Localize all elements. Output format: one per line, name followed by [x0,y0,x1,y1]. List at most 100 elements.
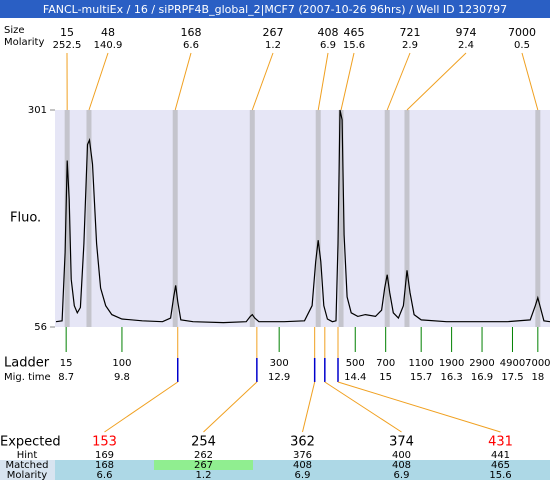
peak-molarity: 1.2 [265,40,281,51]
molarity-cell [154,470,253,480]
ladder-size: 500 [346,358,365,369]
table-hint: 400 [392,450,411,461]
table-row-label: Molarity [7,470,47,480]
table-expected: 254 [191,435,216,450]
table-row-label: Expected [0,435,61,450]
ladder-label: Ladder [4,356,50,371]
expected-connector [337,381,501,433]
peak-molarity: 6.6 [183,40,199,51]
peak-size: 168 [181,26,202,39]
peak-molarity: 6.9 [320,40,336,51]
ladder-size: 7000 [525,358,550,369]
peak-molarity: 2.4 [458,40,474,51]
ladder-time: 8.7 [58,372,74,383]
table-row-label: Matched [5,460,48,471]
table-matched: 408 [392,460,411,471]
ladder-time: 15.7 [410,372,432,383]
title-bar [0,0,550,18]
peak-connector [251,52,274,111]
peak-band [172,110,178,327]
table-matched: 408 [293,460,312,471]
expected-connector [302,381,316,433]
trace [55,109,550,324]
table-expected: 431 [488,435,513,450]
matched-cell [55,460,154,470]
y-tick-label: 301 [28,105,47,116]
peak-band [384,110,390,327]
peak-band [86,110,92,327]
peak-connector [340,52,355,111]
label-cell [0,460,55,480]
peak-connector [317,52,329,111]
ladder-size: 2900 [469,358,494,369]
table-molarity: 6.6 [97,470,113,480]
expected-connector [324,381,402,433]
peak-row-label: Size [4,25,25,36]
molarity-cell [352,470,451,480]
ladder-size: 100 [112,358,131,369]
y-tick-label: 56 [34,322,47,333]
peak-band [249,110,255,327]
peak-molarity: 2.9 [402,40,418,51]
peak-size: 721 [400,26,421,39]
table-matched: 168 [95,460,114,471]
table-row-label: Hint [17,450,38,461]
table-molarity: 6.9 [394,470,410,480]
table-matched: 465 [491,460,510,471]
plot-panel [55,110,550,327]
ladder-size: 4900 [500,358,525,369]
peak-molarity: 252.5 [53,40,82,51]
ladder-size: 15 [60,358,73,369]
ladder-time: 12.9 [268,372,290,383]
peak-size: 7000 [508,26,536,39]
peak-connector [386,52,411,111]
table-hint: 169 [95,450,114,461]
peak-connector [406,52,467,111]
peak-band [338,110,344,327]
peak-band [315,110,321,327]
peak-connector [521,52,539,111]
ladder-time: 16.9 [471,372,493,383]
peak-molarity: 15.6 [343,40,365,51]
table-expected: 153 [92,435,117,450]
table-molarity: 6.9 [295,470,311,480]
table-hint: 376 [293,450,312,461]
ladder-size: 1900 [439,358,464,369]
matched-cell [154,460,253,470]
expected-connector [203,381,258,433]
title: FANCL-multiEx / 16 / siPRPF4B_global_2|M… [43,3,507,16]
ladder-time: 14.4 [344,372,366,383]
peak-size: 974 [456,26,477,39]
ladder-time-label: Mig. time [4,372,51,383]
peak-row-label: Molarity [4,37,44,48]
peak-connector [88,52,109,111]
peak-size: 15 [60,26,74,39]
molarity-cell [451,470,550,480]
ladder-size: 300 [270,358,289,369]
peak-band [535,110,541,327]
ladder-size: 700 [376,358,395,369]
y-axis-label: Fluo. [10,211,41,226]
peak-connector [174,52,192,111]
table-expected: 362 [290,435,315,450]
matched-cell [253,460,352,470]
ladder-size: 1100 [408,358,433,369]
matched-cell [352,460,451,470]
ladder-time: 15 [379,372,392,383]
table-matched: 267 [194,460,213,471]
table-molarity: 15.6 [489,470,511,480]
peak-band [404,110,410,327]
peak-size: 408 [318,26,339,39]
table-hint: 262 [194,450,213,461]
molarity-cell [253,470,352,480]
ladder-time: 9.8 [114,372,130,383]
ladder-time: 16.3 [440,372,462,383]
expected-connector [104,381,179,433]
table-molarity: 1.2 [196,470,212,480]
molarity-cell [55,470,154,480]
peak-size: 48 [101,26,115,39]
table-expected: 374 [389,435,414,450]
table-hint: 441 [491,450,510,461]
peak-molarity: 140.9 [94,40,123,51]
